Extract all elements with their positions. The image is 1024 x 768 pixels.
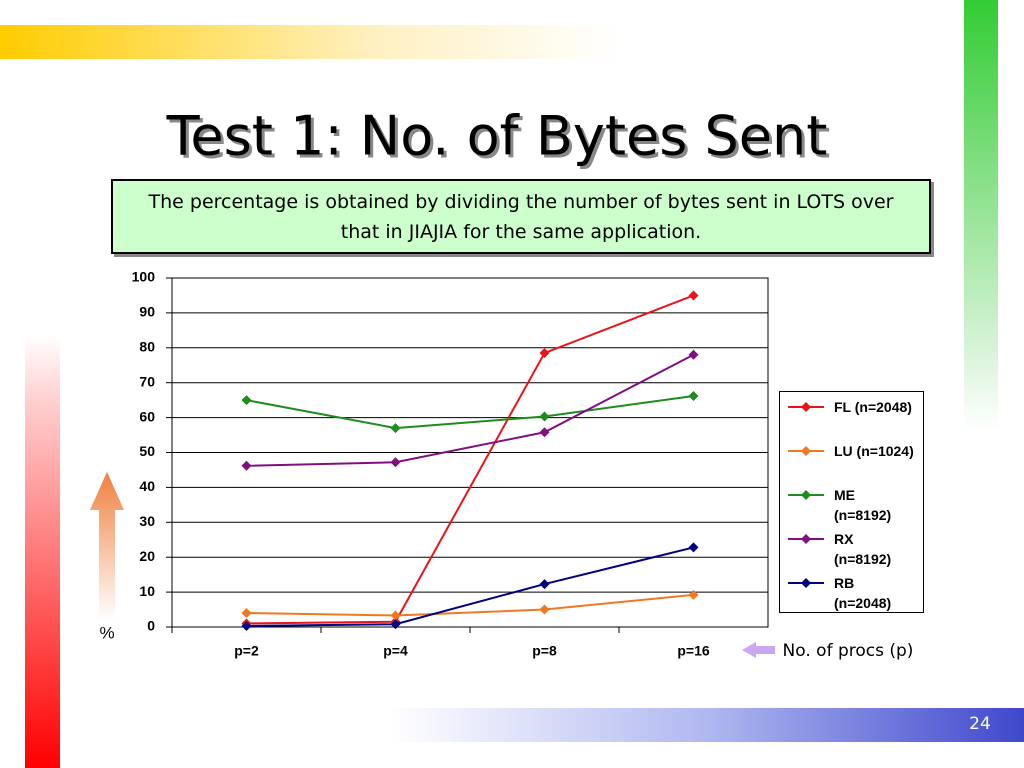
y-axis-label: % — [99, 623, 114, 642]
legend-swatch — [788, 446, 824, 456]
y-tick-label: 70 — [139, 373, 155, 389]
data-point — [539, 427, 550, 438]
series-line — [246, 294, 694, 625]
slide-number: 24 — [969, 714, 991, 734]
series-line — [246, 353, 694, 467]
bottom-bar — [390, 708, 1024, 742]
left-arrow — [742, 642, 775, 658]
legend-marker — [801, 446, 811, 456]
legend-label: RX (n=8192) — [834, 531, 892, 567]
y-tick-label: 10 — [139, 583, 155, 599]
data-point — [241, 460, 252, 471]
data-point — [241, 620, 252, 631]
legend-swatch — [788, 402, 824, 412]
title-shadow: Test 1: No. of Bytes Sent — [169, 108, 831, 171]
y-tick-label: 50 — [139, 443, 155, 459]
legend-item: FL (n=2048) — [784, 397, 919, 441]
legend-item: RB (n=2048) — [784, 573, 919, 617]
y-tick-label: 30 — [139, 513, 155, 529]
data-point — [688, 390, 699, 401]
data-point — [539, 604, 550, 615]
y-tick-label: 100 — [132, 269, 156, 285]
legend-label: RB (n=2048) — [834, 575, 892, 611]
y-tick-label: 0 — [147, 618, 155, 634]
data-point — [539, 348, 550, 359]
legend-swatch — [788, 578, 824, 588]
x-axis-label: No. of procs (p) — [783, 641, 914, 661]
y-tick-label: 20 — [139, 548, 155, 564]
legend-swatch — [788, 534, 824, 544]
data-point — [390, 610, 401, 621]
data-point — [688, 349, 699, 360]
x-tick-label: p=8 — [532, 643, 557, 659]
legend-marker — [801, 534, 811, 544]
data-point — [688, 589, 699, 600]
series-line — [246, 593, 694, 617]
legend-label: ME (n=8192) — [834, 487, 892, 523]
subtitle: The percentage is obtained by dividing t… — [111, 179, 931, 254]
legend-label: LU (n=1024) — [834, 443, 914, 459]
data-point — [390, 423, 401, 434]
left-bar — [25, 335, 60, 768]
legend-marker — [801, 402, 811, 412]
legend-marker — [801, 578, 811, 588]
legend-item: LU (n=1024) — [784, 441, 919, 485]
legend-marker — [801, 490, 811, 500]
legend: FL (n=2048) LU (n=1024) ME (n=8192) RX (n=8… — [779, 391, 924, 613]
legend-item: RX (n=8192) — [784, 529, 919, 573]
x-tick-label: p=4 — [383, 643, 408, 659]
series-line — [246, 394, 694, 430]
data-point — [390, 457, 401, 468]
data-point — [390, 619, 401, 630]
top-bar — [0, 25, 620, 59]
y-tick-label: 80 — [139, 339, 155, 355]
y-tick-label: 90 — [139, 304, 155, 320]
legend-swatch — [788, 490, 824, 500]
data-point — [539, 579, 550, 590]
legend-label: FL (n=2048) — [834, 399, 912, 415]
x-tick-label: p=2 — [234, 643, 259, 659]
data-point — [241, 395, 252, 406]
data-point — [688, 290, 699, 301]
data-point — [688, 542, 699, 553]
legend-item: ME (n=8192) — [784, 485, 919, 529]
series-line — [246, 546, 694, 627]
right-bar — [964, 0, 998, 430]
data-point — [241, 608, 252, 619]
y-tick-label: 40 — [139, 478, 155, 494]
chart-title: Test 1: No. of Bytes Sent — [166, 105, 828, 168]
data-point — [539, 411, 550, 422]
x-tick-label: p=16 — [677, 643, 710, 659]
y-tick-label: 60 — [139, 408, 155, 424]
up-arrow — [90, 472, 124, 620]
